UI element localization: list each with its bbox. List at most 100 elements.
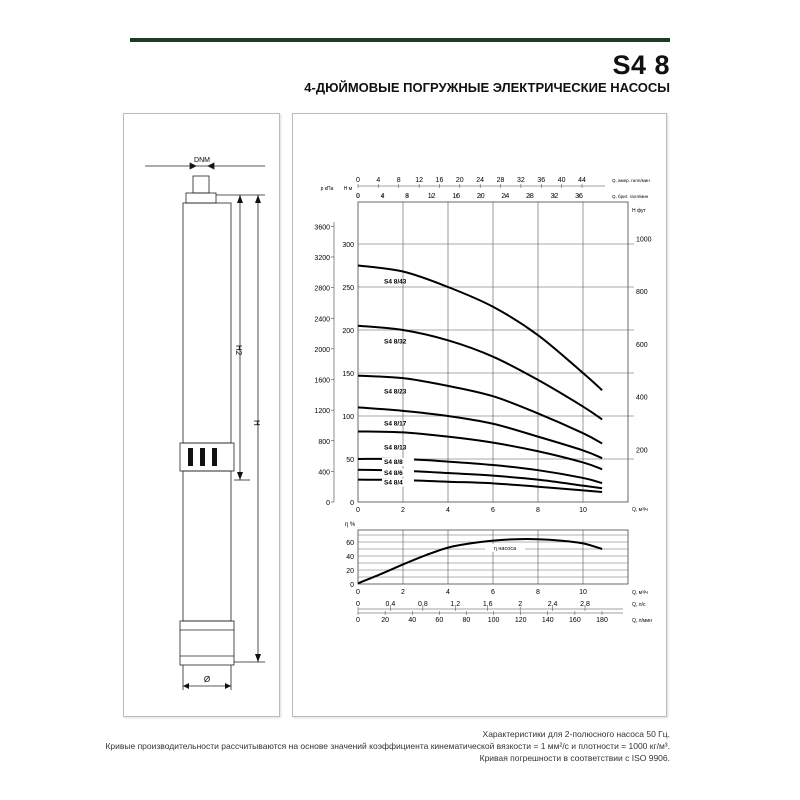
top-tick-label: 16 [436,177,444,184]
arrow-icon [189,162,197,170]
series-label: S4 8/23 [384,389,407,396]
series-label: S4 8/43 [384,279,407,286]
x-tick-label: 2 [401,507,405,514]
kpa-tick-label: 2400 [314,316,330,323]
ft-tick-label: 1000 [636,236,652,243]
y-tick-label: 200 [342,328,354,335]
y-tick-label: 250 [342,285,354,292]
x-tick-label: 8 [536,507,540,514]
kpa-tick-label: 3600 [314,224,330,231]
bottom-tick-label: 10 [579,589,587,596]
series-label: S4 8/32 [384,339,407,346]
bottom-axis-label: Q, м³/ч [632,590,648,596]
eff-tick-label: 40 [346,554,354,561]
y-tick-label: 100 [342,414,354,421]
pump-drawing-panel [123,113,280,717]
eff-axis-label: η % [345,522,356,528]
h-axis-label: H м [344,186,353,192]
kpa-tick-label: 1600 [314,378,330,385]
ls-tick-label: 1,2 [450,601,460,608]
ft-axis-label: H фут [632,208,647,214]
efficiency-curve [357,538,603,585]
top-tick-label: 0 [356,193,360,200]
eff-tick-label: 0 [350,582,354,589]
lmin-tick-label: 40 [408,617,416,624]
top-axis-label: Q, брит. галл/мин [612,194,649,199]
top-tick-label: 28 [497,177,505,184]
top-tick-label: 40 [558,177,566,184]
series-label: S4 8/13 [384,444,407,451]
lmin-tick-label: 140 [542,617,554,624]
lmin-tick-label: 80 [463,617,471,624]
lmin-axis-label: Q, л/мин [632,618,652,624]
ls-tick-label: 0,4 [386,601,396,608]
kpa-tick-label: 1200 [314,408,330,415]
top-tick-label: 8 [405,193,409,200]
ls-tick-label: 0 [356,601,360,608]
top-tick-label: 12 [415,177,423,184]
pump-curve-s4-8-23 [357,374,603,445]
kpa-tick-label: 2000 [314,347,330,354]
top-axis-label: Q, амер. галл/мин [612,178,650,183]
ft-tick-label: 400 [636,395,648,402]
x-axis-label: Q, м³/ч [632,507,648,513]
bottom-tick-label: 2 [401,589,405,596]
label-background [485,544,525,552]
top-tick-label: 20 [477,193,485,200]
pump-curve-s4-8-17 [357,406,603,460]
top-tick-label: 12 [428,193,436,200]
label-background [382,468,414,477]
page-title: S4 8 [612,50,670,80]
lmin-tick-label: 0 [356,617,360,624]
bottom-tick-label: 0 [356,589,360,596]
y-tick-label: 300 [342,242,354,249]
pump-curve-s4-8-32 [357,324,603,421]
top-tick-label: 32 [517,177,525,184]
footnotes: Характеристики для 2-полюсного насоса 50… [105,728,670,764]
footnote: Кривая погрешности в соответствии с ISO … [479,753,670,763]
ls-tick-label: 1,6 [483,601,493,608]
y-tick-label: 50 [346,457,354,464]
ft-tick-label: 800 [636,289,648,296]
pump-curve-s4-8-13 [357,430,603,471]
bottom-tick-label: 4 [446,589,450,596]
top-tick-label: 44 [578,177,586,184]
top-tick-label: 4 [381,193,385,200]
x-tick-label: 10 [579,507,587,514]
ls-tick-label: 2,8 [580,601,590,608]
top-tick-label: 8 [397,177,401,184]
top-tick-label: 24 [476,177,484,184]
series-label: S4 8/4 [384,480,403,487]
top-tick-label: 0 [356,177,360,184]
lmin-tick-label: 20 [381,617,389,624]
lmin-tick-label: 160 [569,617,581,624]
ls-axis-label: Q, л/с [632,602,646,608]
series-label: S4 8/6 [384,470,403,477]
top-tick-label: 4 [376,177,380,184]
lmin-tick-label: 60 [435,617,443,624]
pump-motor-base [179,620,235,666]
top-tick-label: 20 [456,177,464,184]
eff-tick-label: 60 [346,540,354,547]
kpa-axis-label: p кПа [321,186,334,192]
top-tick-label: 28 [526,193,534,200]
kpa-tick-label: 3200 [314,255,330,262]
dnm-label: DNM [194,157,210,164]
top-tick-label: 36 [537,177,545,184]
ls-tick-label: 2 [518,601,522,608]
x-tick-label: 0 [356,507,360,514]
eff-tick-label: 20 [346,568,354,575]
label-background [382,478,414,487]
y-tick-label: 150 [342,371,354,378]
h-label: H [252,420,261,426]
performance-chart-panel [292,113,667,717]
top-tick-label: 32 [551,193,559,200]
h2-label: H2 [234,345,243,356]
top-tick-label: 36 [575,193,583,200]
kpa-tick-label: 2800 [314,286,330,293]
diameter-label: Ø [204,675,210,684]
top-tick-label: 24 [501,193,509,200]
bottom-tick-label: 8 [536,589,540,596]
